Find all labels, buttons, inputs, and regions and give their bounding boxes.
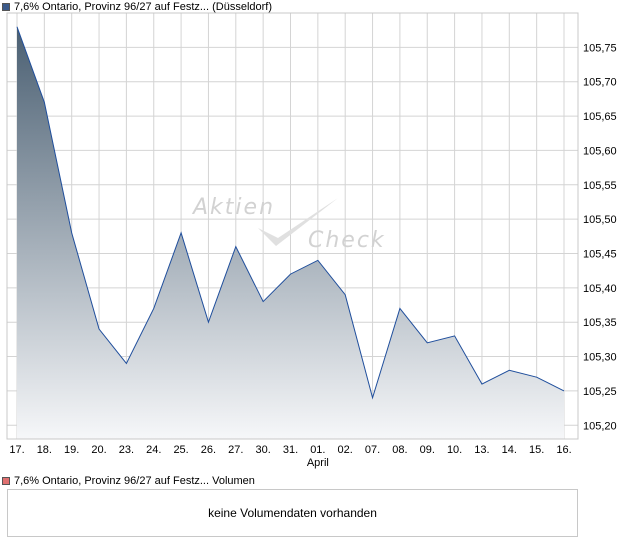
y-tick-label: 105,55 (583, 180, 617, 192)
x-tick-label: 09. (420, 444, 435, 456)
x-tick-label: 27. (228, 444, 243, 456)
watermark-line1: Aktien (191, 195, 275, 220)
x-tick-label: 30. (256, 444, 271, 456)
y-tick-label: 105,70 (583, 77, 617, 89)
x-tick-label: 18. (37, 444, 52, 456)
x-tick-label: 13. (474, 444, 489, 456)
x-tick-label: 01. (310, 444, 325, 456)
x-tick-label: 16. (556, 444, 571, 456)
price-chart: Aktien Check 17. 18. 19. 20. 23. 24. 25. 26. 27.… (6, 12, 617, 469)
price-area-fill (17, 26, 564, 440)
x-tick-label: 17. (9, 444, 24, 456)
x-tick-label: 15. (529, 444, 544, 456)
x-tick-label: 07. (365, 444, 380, 456)
y-tick-label: 105,25 (583, 386, 617, 398)
y-tick-label: 105,40 (583, 283, 617, 295)
x-tick-label: 25. (173, 444, 188, 456)
x-tick-label: 24. (146, 444, 161, 456)
volume-legend-label: 7,6% Ontario, Provinz 96/27 auf Festz...… (14, 475, 255, 487)
x-tick-label: 14. (502, 444, 517, 456)
y-tick-label: 105,50 (583, 214, 617, 226)
x-tick-label: 20. (91, 444, 106, 456)
plot-frame (6, 12, 579, 440)
y-tick-label: 105,30 (583, 352, 617, 364)
y-tick-label: 105,35 (583, 317, 617, 329)
x-tick-label: 23. (119, 444, 134, 456)
y-tick-label: 105,75 (583, 42, 617, 54)
x-tick-label: 19. (64, 444, 79, 456)
x-axis-ticks: 17. 18. 19. 20. 23. 24. 25. 26. 27. 30. 31. 01.Apri… (9, 444, 571, 469)
x-month-label: April (307, 457, 329, 469)
x-tick-label: 08. (392, 444, 407, 456)
x-tick-label: 31. (283, 444, 298, 456)
watermark-line2: Check (308, 228, 386, 253)
y-tick-label: 105,60 (583, 145, 617, 157)
volume-empty-message: keine Volumendaten vorhanden (208, 506, 377, 520)
x-tick-label: 02. (338, 444, 353, 456)
y-axis-ticks: 105,20 105,25 105,30 105,35 105,40 105,45 105,… (583, 42, 617, 432)
y-tick-label: 105,65 (583, 111, 617, 123)
price-legend-swatch (2, 3, 10, 11)
y-tick-label: 105,20 (583, 420, 617, 432)
volume-legend-swatch (2, 477, 10, 485)
price-line (16, 26, 565, 400)
x-tick-label: 10. (447, 444, 462, 456)
volume-panel: keine Volumendaten vorhanden (7, 489, 578, 537)
x-tick-label: 26. (201, 444, 216, 456)
watermark-logo: Aktien Check (191, 195, 386, 253)
volume-legend: 7,6% Ontario, Provinz 96/27 auf Festz...… (2, 474, 255, 488)
price-legend-label: 7,6% Ontario, Provinz 96/27 auf Festz...… (14, 1, 273, 13)
y-tick-label: 105,45 (583, 248, 617, 260)
price-legend: 7,6% Ontario, Provinz 96/27 auf Festz...… (2, 0, 272, 14)
